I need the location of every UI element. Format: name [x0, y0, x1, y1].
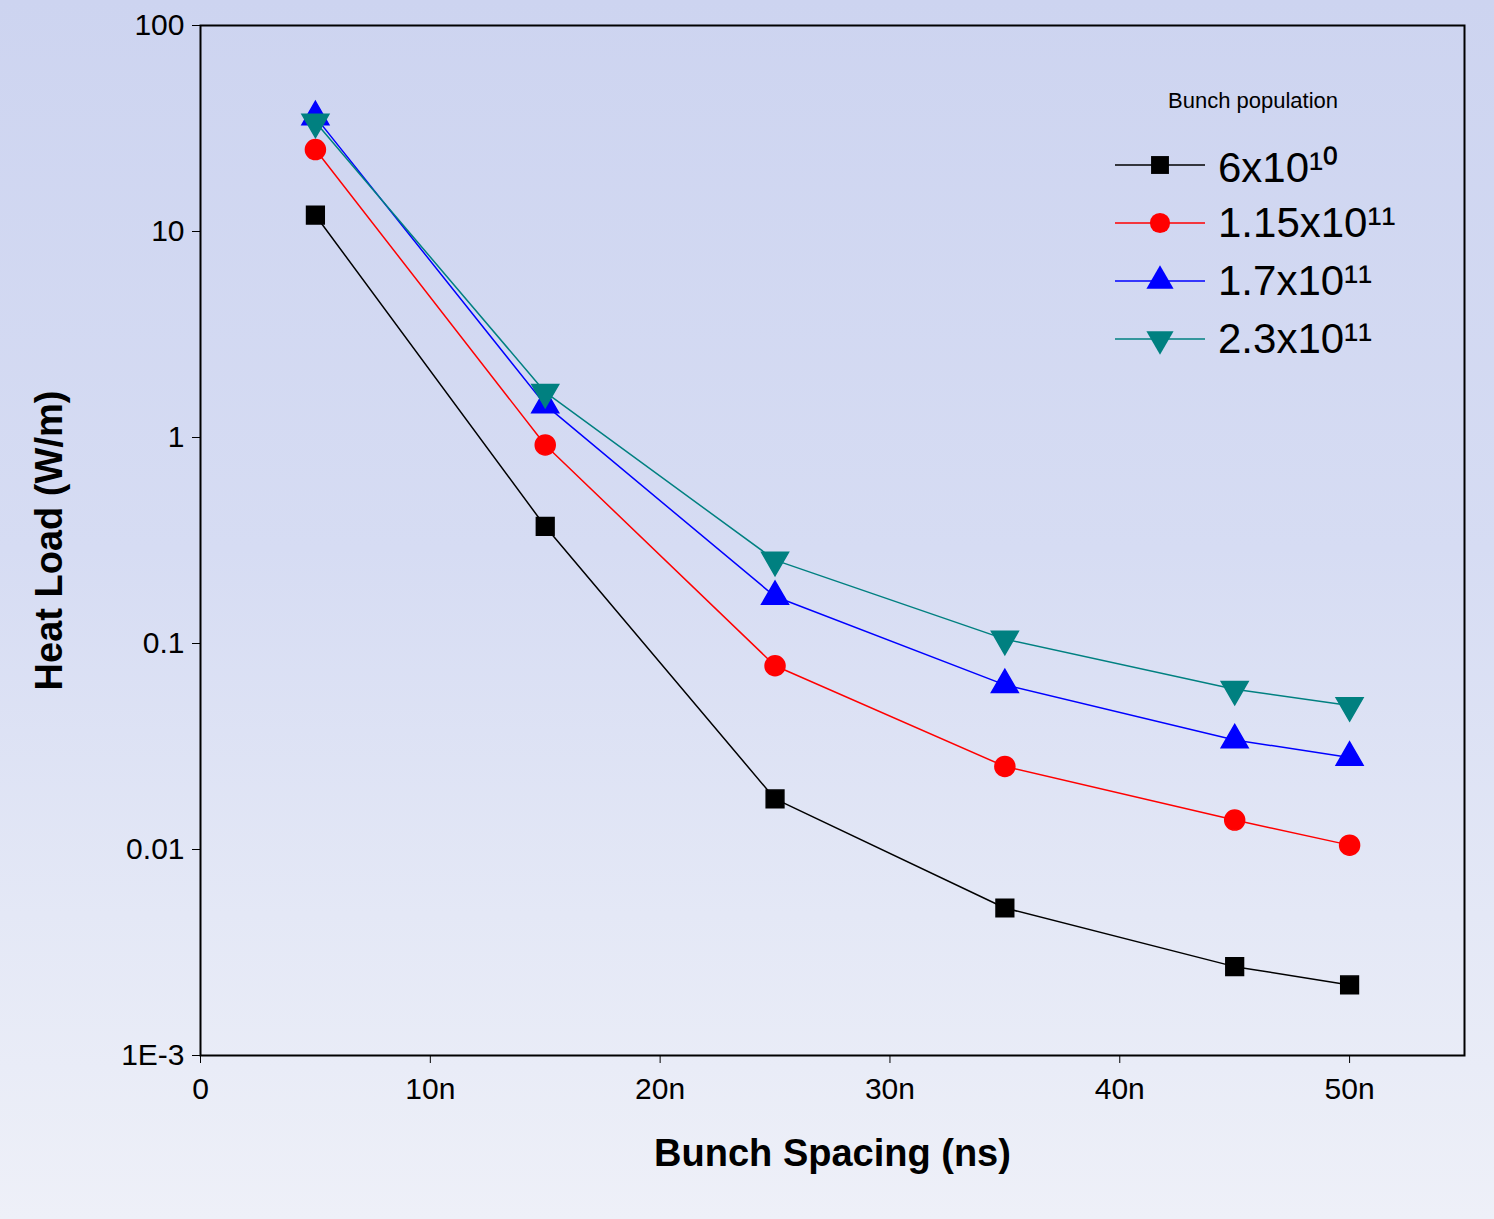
svg-text:50n: 50n: [1325, 1072, 1375, 1105]
html-text:1.15x10¹¹: 1.15x10¹¹: [1218, 199, 1396, 246]
svg-text:10: 10: [151, 214, 184, 247]
svg-text:1: 1: [168, 420, 185, 453]
svg-text:100: 100: [134, 8, 184, 41]
svg-text:20n: 20n: [635, 1072, 685, 1105]
html-text:1.7x10¹¹: 1.7x10¹¹: [1218, 257, 1373, 304]
svg-text:0.1: 0.1: [143, 626, 185, 659]
html-text:6x10¹⁰: 6x10¹⁰: [1218, 143, 1339, 191]
svg-text:Bunch Spacing (ns): Bunch Spacing (ns): [654, 1132, 1011, 1174]
html-text:Bunch population: Bunch population: [1168, 88, 1338, 113]
svg-text:1E-3: 1E-3: [121, 1038, 184, 1071]
html-text:2.3x10¹¹: 2.3x10¹¹: [1218, 315, 1373, 362]
svg-text:30n: 30n: [865, 1072, 915, 1105]
svg-text:0: 0: [192, 1072, 209, 1105]
svg-text:40n: 40n: [1095, 1072, 1145, 1105]
svg-text:Heat Load (W/m): Heat Load (W/m): [28, 391, 70, 691]
svg-text:10n: 10n: [405, 1072, 455, 1105]
svg-text:0.01: 0.01: [126, 832, 184, 865]
